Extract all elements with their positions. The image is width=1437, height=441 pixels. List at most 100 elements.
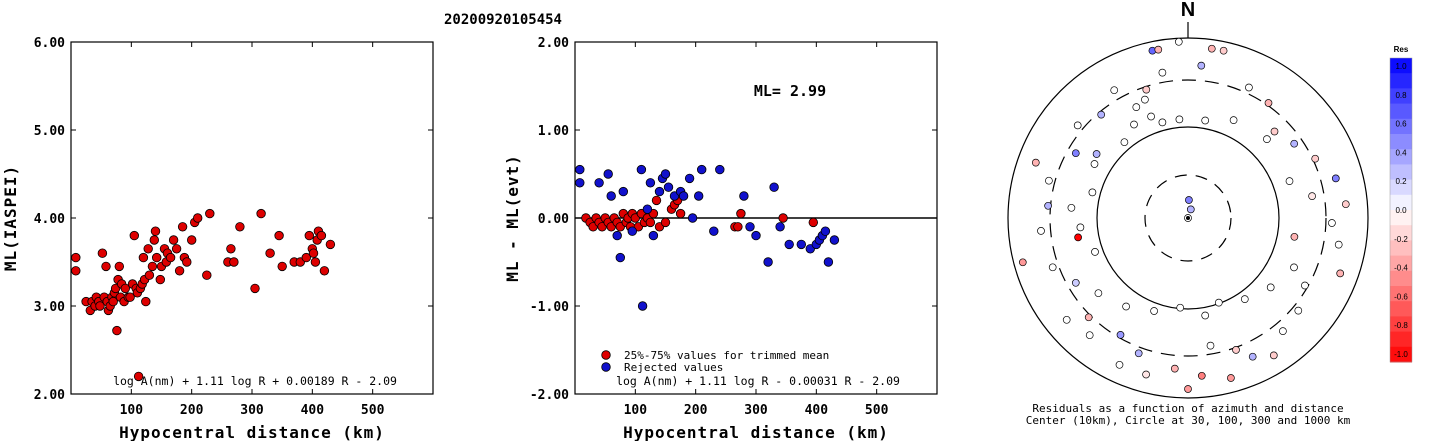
magnitude-plot-point-accepted xyxy=(95,301,105,311)
colorbar-ticks: 1.0 0.8 0.6 0.4 0.2 0.0 -0.2 -0.4 -0.6 -0.8 -1.0 xyxy=(1394,62,1408,359)
magnitude-plot-point-accepted xyxy=(138,252,149,263)
station-marker xyxy=(1175,115,1184,124)
station-marker xyxy=(1071,149,1080,158)
residual-plot-xtick-label: 200 xyxy=(684,403,708,418)
residual-plot-xtick-label: 400 xyxy=(805,403,829,418)
magnitude-plot-point-accepted xyxy=(174,266,185,276)
station-marker xyxy=(1285,177,1294,185)
colorbar-cell xyxy=(1390,255,1412,272)
magnitude-plot-point-accepted xyxy=(165,252,176,263)
legend-rejected-label: Rejected values xyxy=(624,361,723,374)
colorbar-cell xyxy=(1390,270,1412,287)
colorbar-tick-label: -0.2 xyxy=(1394,235,1408,244)
residual-plot-point-rejected xyxy=(745,222,755,232)
magnitude-plot-point-accepted xyxy=(114,261,125,272)
colorbar-cell xyxy=(1390,225,1412,241)
colorbar-cell xyxy=(1390,88,1412,105)
colorbar-title: Res xyxy=(1394,45,1409,54)
residual-plot-point-accepted xyxy=(733,222,743,232)
station-marker xyxy=(1269,351,1278,360)
magnitude-plot-point-accepted xyxy=(129,230,140,241)
colorbar-cell xyxy=(1390,134,1412,150)
station-marker xyxy=(1214,298,1223,307)
colorbar: Res 1.0 0.8 0.6 0.4 0.2 0.0 -0.2 -0.4 -0.6 -0.8 -1… xyxy=(1389,45,1413,363)
station-marker xyxy=(1018,258,1027,267)
residual-plot-point-rejected xyxy=(763,257,773,267)
residual-plot-point-rejected xyxy=(648,230,659,241)
magnitude-plot-point-accepted xyxy=(304,230,315,241)
magnitude-plot-point-accepted xyxy=(120,283,131,294)
colorbar-cell xyxy=(1390,73,1412,89)
magnitude-plot-point-accepted xyxy=(150,226,161,236)
magnitude-plot-point-accepted xyxy=(177,222,188,232)
station-marker xyxy=(1201,311,1210,320)
colorbar-cell xyxy=(1390,103,1412,120)
station-marker xyxy=(1290,263,1298,272)
station-marker xyxy=(1142,85,1151,94)
residual-plot-point-rejected xyxy=(618,186,629,197)
station-marker xyxy=(1270,127,1279,136)
residual-plot-point-rejected xyxy=(603,169,613,179)
residual-plot-point-rejected xyxy=(709,226,719,236)
magnitude-plot-point-accepted xyxy=(112,325,122,336)
colorbar-tick-label: -1.0 xyxy=(1394,350,1408,359)
station-marker xyxy=(1290,139,1299,148)
magnitude-plot-point-accepted xyxy=(149,235,160,245)
colorbar-cell xyxy=(1390,149,1412,165)
residual-plot-point-rejected xyxy=(751,230,761,241)
magnitude-plot-xtick-label: 400 xyxy=(301,403,325,418)
magnitude-plot-points xyxy=(71,208,336,382)
epicenter-dot xyxy=(1186,216,1190,220)
station-marker xyxy=(1110,86,1119,95)
colorbar-cells xyxy=(1389,57,1413,363)
residual-plot: 100 200 300 400 500 -2.00 -1.00 0.00 1.00 2.00 ML… xyxy=(503,36,938,441)
station-marker xyxy=(1301,281,1309,290)
circle-1000km xyxy=(1007,37,1369,399)
ml-annotation: ML= 2.99 xyxy=(754,82,826,100)
residual-plot-point-rejected xyxy=(784,239,794,250)
station-marker xyxy=(1158,68,1167,77)
station-marker xyxy=(1031,158,1040,167)
magnitude-plot-point-accepted xyxy=(277,261,287,272)
magnitude-plot-point-accepted xyxy=(143,244,153,254)
station-marker xyxy=(1091,248,1099,256)
station-marker xyxy=(1116,331,1125,339)
station-marker xyxy=(1088,188,1097,197)
residual-plot-xtick-label: 300 xyxy=(744,403,768,418)
residual-plot-point-rejected xyxy=(820,226,831,236)
residual-plot-ticks: 100 200 300 400 500 -2.00 -1.00 0.00 1.00 2.00 xyxy=(530,36,937,418)
magnitude-plot-point-accepted xyxy=(97,248,108,258)
colorbar-tick-label: 0.4 xyxy=(1395,148,1407,157)
station-marker xyxy=(1279,327,1287,335)
colorbar-cell xyxy=(1390,164,1412,181)
residual-plot-point-rejected xyxy=(627,226,638,236)
station-marker xyxy=(1158,118,1167,127)
station-marker xyxy=(1090,160,1099,168)
station-marker xyxy=(1176,303,1185,312)
station-marker xyxy=(1147,112,1155,121)
colorbar-tick-label: 0.8 xyxy=(1395,91,1407,100)
magnitude-plot-point-accepted xyxy=(316,230,327,241)
residual-plot-ytick-label: 1.00 xyxy=(538,124,569,139)
station-marker xyxy=(1044,201,1052,210)
residual-plot-point-rejected xyxy=(687,213,698,223)
magnitude-plot-point-accepted xyxy=(125,292,135,302)
magnitude-plot-point-accepted xyxy=(202,270,212,280)
station-marker xyxy=(1207,44,1216,53)
azimuth-plot: N Residuals as a function of azimuth and… xyxy=(1007,0,1369,427)
station-marker xyxy=(1134,349,1143,358)
residual-plot-point-rejected xyxy=(660,169,671,179)
magnitude-plot-point-accepted xyxy=(205,208,215,219)
colorbar-tick-label: 0.2 xyxy=(1395,177,1407,186)
figure-title: 20200920105454 xyxy=(444,12,562,28)
station-marker xyxy=(1334,240,1343,249)
station-marker xyxy=(1186,205,1195,214)
station-marker xyxy=(1154,45,1163,54)
station-marker xyxy=(1071,278,1080,287)
magnitude-plot-ytick-label: 6.00 xyxy=(34,36,65,51)
station-marker xyxy=(1197,371,1206,380)
residual-plot-ylabel: ML - ML(evt) xyxy=(503,154,522,282)
station-marker xyxy=(1115,360,1124,369)
colorbar-tick-label: 0.0 xyxy=(1395,206,1407,215)
station-marker xyxy=(1264,99,1273,107)
